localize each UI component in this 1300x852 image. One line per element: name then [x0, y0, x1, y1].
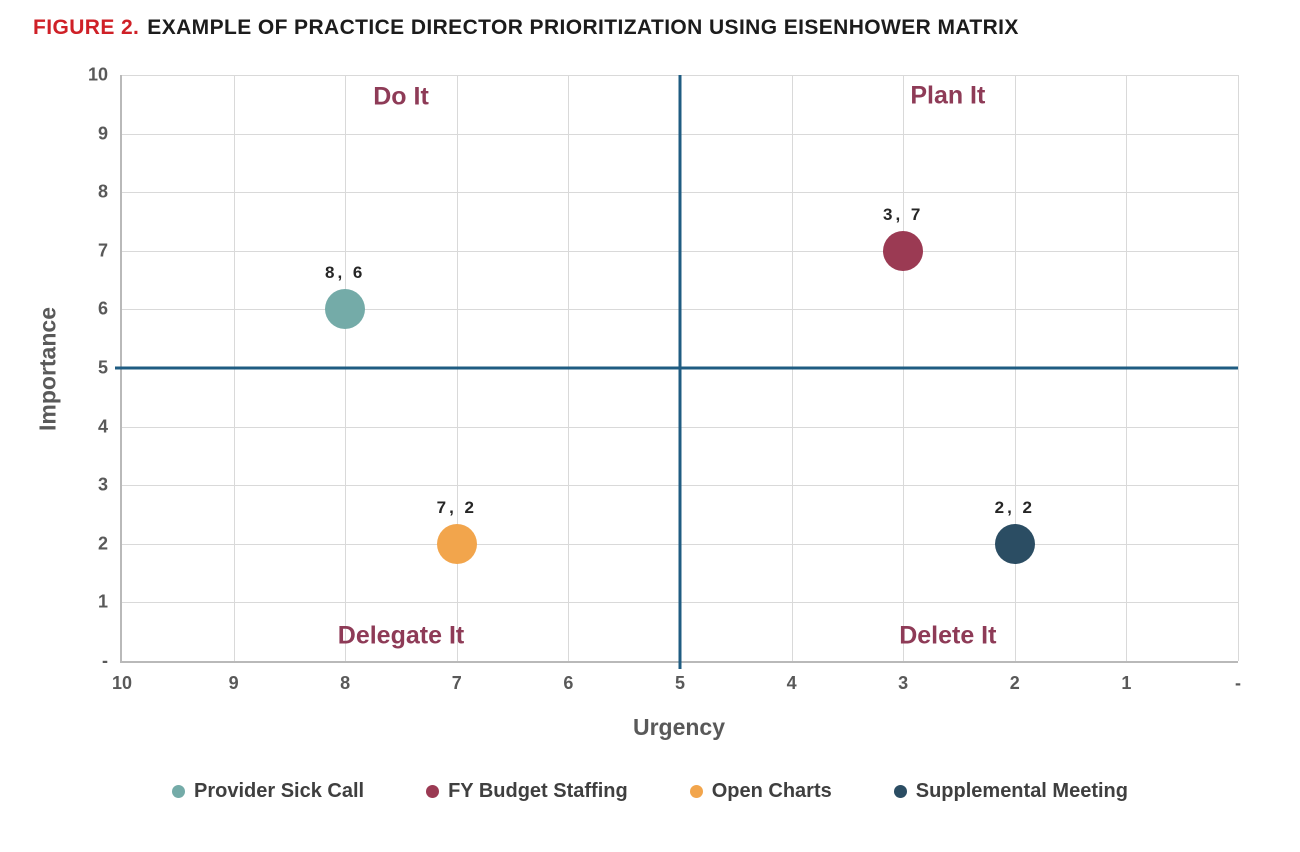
figure-title-prefix: FIGURE 2. — [33, 16, 140, 39]
x-axis-tick-label: 4 — [786, 673, 797, 693]
x-axis-tick-label: 10 — [111, 673, 133, 693]
legend-item-supplemental-meeting: Supplemental Meeting — [893, 780, 1128, 803]
data-point-label: 2, 2 — [994, 497, 1035, 517]
y-axis-tick-label: 6 — [97, 298, 108, 319]
legend-item-open-charts: Open Charts — [689, 780, 832, 803]
chart-legend: Provider Sick Call FY Budget Staffing Open… — [0, 780, 1300, 803]
scatter-dot — [994, 523, 1035, 564]
crosshair-horizontal-line — [115, 366, 1238, 370]
legend-label: Open Charts — [711, 780, 832, 802]
y-axis-tick-label: 9 — [97, 123, 108, 144]
x-axis-title: Urgency — [632, 714, 726, 740]
quadrant-label-do-it: Do It — [373, 82, 429, 111]
legend-swatch-icon — [893, 785, 907, 798]
legend-label: Provider Sick Call — [194, 780, 365, 802]
legend-swatch-icon — [689, 785, 703, 798]
scatter-dot — [883, 230, 924, 271]
data-point-label: 8, 6 — [325, 263, 366, 283]
legend-item-fy-budget-staffing: FY Budget Staffing — [426, 780, 628, 803]
y-axis-tick-label: 1 — [97, 591, 108, 612]
figure-title-text: EXAMPLE OF PRACTICE DIRECTOR PRIORITIZAT… — [147, 16, 1019, 39]
quadrant-label-delegate-it: Delegate It — [337, 621, 465, 650]
data-point-label: 3, 7 — [883, 204, 924, 224]
x-axis-tick-label: - — [1235, 673, 1241, 693]
y-axis-tick-label: 3 — [97, 474, 108, 495]
scatter-plot-area: 10 9 8 7 6 5 4 3 2 1-10 9 8 7 6 5 4 3 2 1- Do It Plan It Dele… — [88, 65, 1241, 694]
crosshair-vertical-line — [678, 75, 682, 669]
y-axis-tick-label: 7 — [97, 240, 108, 261]
y-axis-tick-label: 10 — [87, 64, 108, 85]
x-axis-tick-label: 8 — [340, 673, 351, 693]
legend-swatch-icon — [172, 785, 185, 798]
x-axis-tick-label: 3 — [898, 673, 909, 693]
quadrant-label-delete-it: Delete It — [899, 621, 997, 650]
legend-swatch-icon — [426, 785, 440, 798]
data-point-label: 7, 2 — [436, 497, 477, 517]
legend-label: Supplemental Meeting — [915, 780, 1128, 802]
y-axis-tick-label: 5 — [97, 357, 108, 378]
scatter-dot — [325, 289, 366, 330]
legend-item-provider-sick-call: Provider Sick Call — [172, 780, 364, 803]
x-axis-tick-label: 9 — [228, 673, 239, 693]
y-axis-tick-label: 2 — [97, 533, 108, 554]
y-axis-tick-label: 4 — [97, 416, 108, 437]
figure-title: FIGURE 2. EXAMPLE OF PRACTICE DIRECTOR PR… — [33, 16, 1019, 40]
legend-label: FY Budget Staffing — [448, 780, 628, 802]
y-axis-tick-label: 8 — [97, 181, 108, 202]
y-axis-tick-label: - — [102, 650, 108, 671]
x-axis-tick-label: 1 — [1121, 673, 1132, 693]
scatter-dot — [436, 523, 477, 564]
x-axis-tick-label: 2 — [1009, 673, 1020, 693]
x-axis-tick-label: 7 — [451, 673, 462, 693]
quadrant-label-plan-it: Plan It — [910, 81, 986, 110]
y-axis-title: Importance — [34, 307, 61, 431]
x-axis-tick-label: 6 — [563, 673, 574, 693]
vertical-gridline — [1238, 75, 1239, 661]
x-axis-tick-label: 5 — [674, 673, 686, 693]
